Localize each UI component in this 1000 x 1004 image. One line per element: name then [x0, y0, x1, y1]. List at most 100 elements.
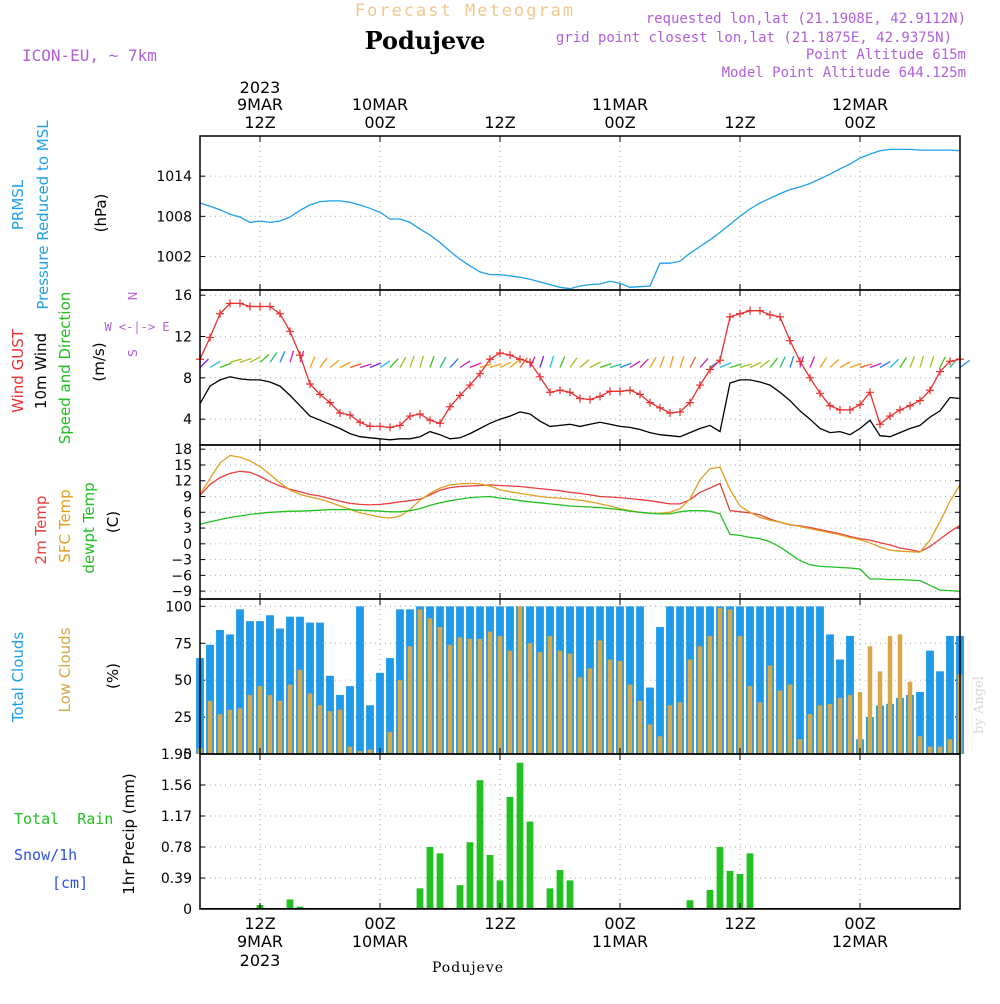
bar-low-clouds — [867, 646, 873, 754]
gust-point — [626, 386, 634, 395]
bar-low-clouds — [907, 681, 913, 754]
wind-direction-arrow — [339, 361, 352, 369]
y-tick-label: 18 — [174, 442, 192, 458]
bar-low-clouds — [717, 607, 723, 754]
gust-point — [916, 396, 924, 405]
bottom-time-year: 2023 — [240, 951, 281, 970]
bar-total-clouds — [816, 606, 824, 754]
y-tick-label: 1014 — [156, 169, 192, 185]
gust-point — [746, 306, 754, 315]
bar-low-clouds — [427, 618, 433, 754]
bar-total-clouds — [266, 615, 274, 754]
bar-low-clouds — [627, 684, 633, 754]
bar-low-clouds — [487, 631, 493, 754]
gust-point — [936, 367, 944, 376]
series-dewpt-temp — [199, 495, 961, 592]
bar-total-clouds — [246, 621, 254, 754]
gust-point — [866, 388, 874, 397]
bar-low-clouds — [707, 635, 713, 754]
top-time-date: 12MAR — [832, 95, 888, 114]
bar-low-clouds — [557, 650, 563, 754]
bar-low-clouds — [337, 709, 343, 754]
bar-low-clouds — [457, 637, 463, 754]
gust-point — [816, 389, 824, 398]
wind-direction-arrow — [219, 362, 232, 369]
bar-low-clouds — [797, 739, 803, 754]
bar-low-clouds — [677, 702, 683, 754]
gust-point — [256, 302, 264, 311]
pressure-panel-labels: PRMSL Pressure Reduced to MSL (hPa) — [9, 120, 110, 310]
gust-point — [656, 403, 664, 412]
bar-low-clouds — [497, 635, 503, 754]
gust-point — [296, 351, 304, 360]
bar-total-rain — [496, 880, 504, 909]
y-tick-label: 75 — [174, 636, 192, 652]
bar-low-clouds — [697, 646, 703, 754]
wind-direction-arrow — [649, 356, 657, 368]
gust-point — [596, 392, 604, 401]
top-time-hour: 00Z — [364, 113, 395, 132]
gust-point — [396, 421, 404, 430]
top-time-date: 10MAR — [352, 95, 408, 114]
wind-direction-arrow — [849, 362, 862, 369]
y-tick-label: 16 — [174, 288, 192, 304]
wind-direction-arrow — [589, 361, 601, 369]
bar-low-clouds — [527, 643, 533, 754]
gust-point — [726, 312, 734, 321]
bar-low-clouds — [777, 690, 783, 754]
model-label: ICON-EU, ~ 7km — [22, 46, 157, 65]
bar-low-clouds — [437, 627, 443, 754]
bar-low-clouds — [537, 652, 543, 754]
bar-total-rain — [736, 874, 744, 909]
wind-direction-arrow — [939, 356, 946, 368]
bar-low-clouds — [917, 736, 923, 754]
gust-point — [906, 401, 914, 410]
gust-point — [876, 420, 884, 429]
bar-low-clouds — [607, 659, 613, 754]
wind-direction-arrow — [619, 362, 632, 369]
bar-low-clouds — [737, 635, 743, 754]
bar-low-clouds — [247, 694, 253, 754]
point-altitude: Point Altitude 615m — [806, 47, 966, 63]
gust-point — [886, 412, 894, 421]
wind-panel-labels: Wind GUST 10m Wind Speed and Direction (… — [9, 292, 170, 445]
gust-point — [836, 405, 844, 414]
bar-total-rain — [726, 870, 734, 909]
compass-north: N — [126, 292, 140, 301]
bar-total-clouds — [676, 606, 684, 754]
wind-direction-arrow — [749, 361, 762, 369]
gust-point — [676, 407, 684, 416]
bar-low-clouds — [667, 705, 673, 754]
bar-low-clouds — [477, 638, 483, 754]
top-time-date: 11MAR — [592, 95, 648, 114]
wind-direction-arrow — [819, 357, 828, 368]
gust-point — [366, 422, 374, 431]
precip-panel-labels: Total Rain Snow/1h [cm] 1hr Precip (mm) — [14, 773, 138, 894]
bar-total-clouds — [926, 650, 934, 754]
gust-point — [696, 381, 704, 390]
wind-direction-arrow — [719, 362, 732, 369]
bar-total-clouds — [796, 606, 804, 754]
wind-direction-arrow — [279, 351, 286, 363]
bar-total-clouds — [206, 644, 214, 754]
bar-low-clouds — [307, 693, 313, 754]
wind-direction-arrow — [679, 355, 685, 368]
bar-low-clouds — [227, 709, 233, 754]
bar-total-clouds — [356, 606, 364, 754]
wind-direction-arrow — [539, 355, 545, 368]
bar-low-clouds — [207, 700, 213, 754]
bar-total-rain — [466, 842, 474, 909]
wind-direction-arrow — [229, 358, 242, 363]
gust-point — [646, 398, 654, 407]
temp-dew-label: dewpt Temp — [80, 482, 98, 573]
gust-point — [236, 299, 244, 308]
wind-direction-arrow — [759, 359, 770, 369]
wind-direction-arrow — [609, 363, 622, 369]
bar-total-rain — [426, 847, 434, 909]
gust-point — [416, 410, 424, 418]
wind-direction-arrow — [769, 357, 778, 368]
snow-label: Snow/1h — [14, 846, 77, 864]
bar-total-clouds — [646, 687, 654, 754]
bar-total-clouds — [916, 692, 924, 754]
